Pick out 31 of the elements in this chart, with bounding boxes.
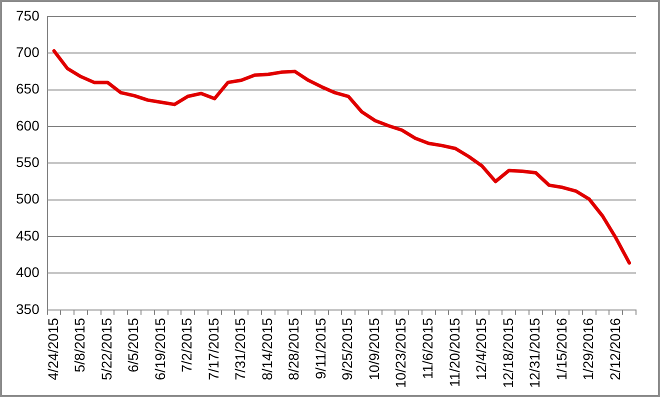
y-tick-label: 650 xyxy=(16,80,40,97)
x-tick-label: 7/31/2015 xyxy=(232,318,248,380)
x-tick-label: 4/24/2015 xyxy=(44,318,61,380)
x-tick-label: 1/29/2016 xyxy=(580,318,596,380)
x-tick-label: 5/8/2015 xyxy=(72,318,88,372)
y-tick-label: 750 xyxy=(16,7,40,24)
y-tick-label: 400 xyxy=(16,264,40,280)
x-tick-label: 11/6/2015 xyxy=(419,318,436,380)
y-tick-label: 350 xyxy=(16,300,40,317)
y-tick-label: 500 xyxy=(16,190,40,207)
x-tick-label: 9/11/2015 xyxy=(312,318,328,380)
x-tick-label: 6/19/2015 xyxy=(152,318,168,380)
x-tick-label: 11/20/2015 xyxy=(446,318,462,387)
y-tick-label: 550 xyxy=(16,154,40,170)
x-tick-label: 8/28/2015 xyxy=(286,318,302,380)
x-tick-label: 7/17/2015 xyxy=(205,318,222,380)
x-tick-label: 12/4/2015 xyxy=(473,318,490,380)
y-tick-label: 700 xyxy=(16,44,40,60)
x-tick-label: 8/14/2015 xyxy=(258,318,275,380)
x-tick-label: 10/9/2015 xyxy=(366,318,382,380)
x-tick-label: 1/15/2016 xyxy=(553,318,570,380)
x-tick-label: 12/31/2015 xyxy=(526,318,543,388)
x-tick-label: 5/22/2015 xyxy=(98,318,114,380)
x-tick-label: 12/18/2015 xyxy=(500,318,516,388)
y-tick-label: 600 xyxy=(16,117,40,134)
x-tick-label: 2/12/2016 xyxy=(606,318,623,380)
x-tick-label: 6/5/2015 xyxy=(125,318,142,372)
x-tick-label: 7/2/2015 xyxy=(178,318,195,372)
x-tick-label: 10/23/2015 xyxy=(392,318,409,388)
x-tick-label: 9/25/2015 xyxy=(339,318,356,380)
y-tick-label: 450 xyxy=(16,227,40,244)
